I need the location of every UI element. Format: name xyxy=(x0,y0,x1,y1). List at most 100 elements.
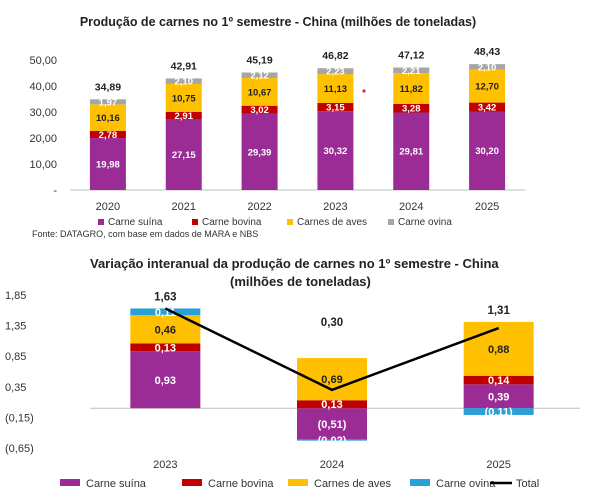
chart2-legend: Carne suína Carne bovina Carnes de aves Car… xyxy=(60,478,539,490)
chart1-data-label: 2,21 xyxy=(402,66,421,77)
chart2-data-label: 0,13 xyxy=(321,399,342,411)
chart2-bar-carne-bovina xyxy=(463,375,534,385)
chart1-bar-carnes-de-aves xyxy=(393,73,430,104)
chart2-legend-label: Carne ovina xyxy=(436,478,496,490)
chart2-bar-carne-suina xyxy=(130,351,201,409)
chart2-x-tick-label: 2024 xyxy=(320,459,344,471)
chart1-x-tick-label: 2021 xyxy=(172,201,196,213)
chart2-bar-carne-bovina xyxy=(130,343,201,352)
chart1-title: Produção de carnes no 1º semestre - Chin… xyxy=(80,15,476,29)
chart2-total-label: 1,31 xyxy=(487,305,510,317)
chart1-bar-carne-suina xyxy=(317,111,354,190)
chart2-legend-swatch xyxy=(182,479,202,486)
chart2-data-label: 0,88 xyxy=(488,344,509,356)
chart1-y-tick-label: 30,00 xyxy=(29,107,57,119)
chart1-data-label: 2,91 xyxy=(175,111,194,122)
chart1-legend-swatch xyxy=(192,219,198,225)
chart1-plot-area: 19,98 2,78 10,16 1,97 34,89 2020 27,15 2,91 10,7… xyxy=(70,46,525,213)
chart1-data-label: 10,75 xyxy=(172,93,196,104)
chart2-data-label: 0,14 xyxy=(488,375,510,387)
chart2-y-tick-label: 1,35 xyxy=(5,321,26,333)
chart1-red-marker xyxy=(362,89,366,93)
chart2-data-label: 0,13 xyxy=(155,342,176,354)
chart1-y-tick-label: 20,00 xyxy=(29,133,57,145)
chart1-data-label: 2,78 xyxy=(99,130,118,141)
chart1-bar-carne-suina xyxy=(241,113,278,190)
chart2-legend-swatch xyxy=(60,479,80,486)
chart1-x-tick-label: 2022 xyxy=(247,201,271,213)
chart2-bar-carne-bovina xyxy=(297,400,367,409)
chart2-data-label: 0,39 xyxy=(488,391,509,403)
chart2-legend-swatch xyxy=(410,479,430,486)
chart1-legend: Carne suína Carne bovina Carnes de aves Car… xyxy=(98,217,452,228)
chart1-y-axis: - 10,00 20,00 30,00 40,00 50,00 xyxy=(29,55,57,197)
chart1-legend-label: Carne ovina xyxy=(398,217,452,228)
chart1-data-label: 11,13 xyxy=(324,84,347,95)
chart1-legend-label: Carne suína xyxy=(108,217,163,228)
chart1-legend-label: Carne bovina xyxy=(202,217,262,228)
chart2-y-tick-label: (0,15) xyxy=(5,412,34,424)
chart1-total-label: 42,91 xyxy=(171,60,197,72)
chart1-bar-carne-ovina xyxy=(393,67,430,74)
chart2-title-line-2: (milhões de toneladas) xyxy=(230,274,371,289)
chart1-data-label: 11,82 xyxy=(400,84,423,95)
chart2-data-label: (0,02) xyxy=(318,435,347,447)
chart1-bar-carne-ovina xyxy=(317,68,354,75)
chart1-bar-carne-bovina xyxy=(165,111,202,120)
chart1-bar-carne-suina xyxy=(89,138,126,190)
chart1-legend-label: Carnes de aves xyxy=(297,217,367,228)
chart1-data-label: 29,81 xyxy=(399,147,423,158)
chart1-bar-carnes-de-aves xyxy=(317,74,354,103)
chart1-data-label: 10,16 xyxy=(96,113,120,124)
chart1-x-tick-label: 2023 xyxy=(323,201,347,213)
chart1-bar-carne-suina xyxy=(393,112,430,190)
chart1-data-label: 3,42 xyxy=(478,103,497,114)
chart1-bar-carne-ovina xyxy=(241,72,278,78)
chart2-bar-carnes-de-aves xyxy=(463,321,534,376)
chart1-data-label: 27,15 xyxy=(172,150,196,161)
chart2-total-line xyxy=(164,307,500,392)
chart2-x-tick-label: 2025 xyxy=(486,459,510,471)
chart2-data-label: 0,46 xyxy=(155,324,176,336)
chart1-bar-carne-ovina xyxy=(469,64,506,70)
chart2-y-tick-label: 0,85 xyxy=(5,351,26,363)
chart2-legend-swatch xyxy=(288,479,308,486)
chart1-y-tick-label: - xyxy=(53,185,57,197)
chart1-total-label: 34,89 xyxy=(95,81,121,93)
chart2-data-label: (0,11) xyxy=(485,407,513,419)
chart1-bar-carne-bovina xyxy=(393,103,430,113)
chart1-bar-carne-bovina xyxy=(317,102,354,112)
chart1-data-label: 30,20 xyxy=(475,146,499,157)
chart1-data-label: 3,28 xyxy=(402,104,421,115)
chart2-data-label: (0,51) xyxy=(318,419,347,431)
chart2-title-line-1: Variação interanual da produção de carne… xyxy=(90,256,499,271)
chart1-data-label: 1,97 xyxy=(99,97,118,108)
chart2-bar-carne-suina xyxy=(463,384,534,409)
chart2-data-label: 0,93 xyxy=(155,375,176,387)
chart1-data-label: 19,98 xyxy=(96,160,120,171)
chart1-bar-carne-bovina xyxy=(469,102,506,112)
chart1-legend-swatch xyxy=(388,219,394,225)
chart2-y-axis: (0,65) (0,15) 0,35 0,85 1,35 1,85 xyxy=(5,290,34,455)
chart2-y-tick-label: 1,85 xyxy=(5,290,26,302)
chart1-x-tick-label: 2024 xyxy=(399,201,423,213)
chart2-data-label: 0,69 xyxy=(321,374,342,386)
chart1-data-label: 3,15 xyxy=(326,103,345,114)
chart1-total-label: 47,12 xyxy=(398,49,424,61)
chart1-legend-swatch xyxy=(98,219,104,225)
chart1-data-label: 2,10 xyxy=(175,77,194,88)
chart1-bar-carnes-de-aves xyxy=(89,104,126,131)
chart1-data-label: 30,32 xyxy=(324,146,348,157)
chart2-y-tick-label: 0,35 xyxy=(5,382,26,394)
chart2-bar-carne-ovina xyxy=(130,308,201,316)
chart1-bar-carnes-de-aves xyxy=(165,83,202,112)
source-note: Fonte: DATAGRO, com base em dados de MAR… xyxy=(32,229,258,239)
chart1-bar-carne-ovina xyxy=(165,78,202,84)
chart2-y-tick-label: (0,65) xyxy=(5,443,34,455)
chart2-legend-label: Carne suína xyxy=(86,478,147,490)
chart2-total-label: 0,30 xyxy=(321,317,343,329)
chart1-bar-carne-ovina xyxy=(89,99,126,105)
chart1-bar-carnes-de-aves xyxy=(241,77,278,106)
chart1-data-label: 29,39 xyxy=(248,147,272,158)
